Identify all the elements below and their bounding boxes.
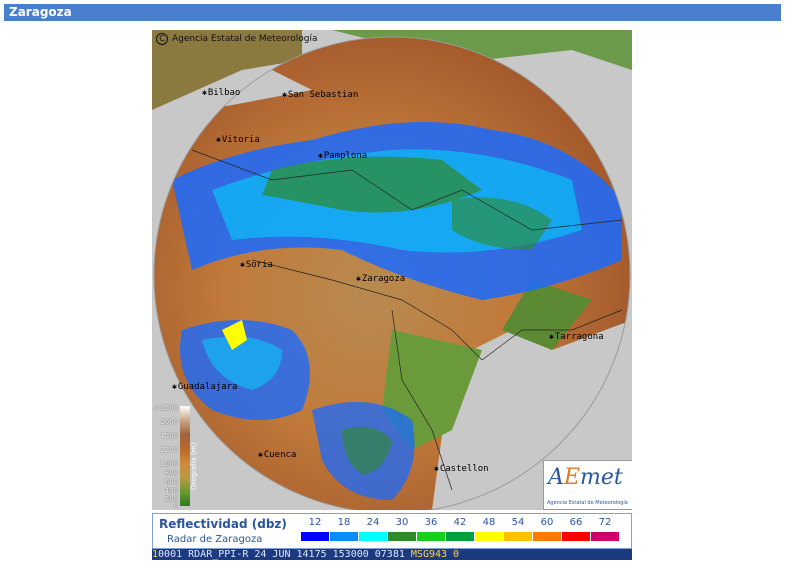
legend-bin-value: 24 [366,517,380,528]
legend-bin-swatch [591,532,619,541]
legend-bin: 42 [446,517,474,541]
orography-level: 400 [164,487,178,495]
legend-bin-value: 48 [482,517,496,528]
legend-bin: 18 [330,517,358,541]
page-title-bar: Zaragoza [4,4,781,21]
status-text: 0001 RDAR_PPI-R 24 JUN 14175 153000 0738… [158,549,411,560]
legend-bin: 24 [359,517,387,541]
legend-bin-value: 36 [424,517,438,528]
legend-bin-value: 30 [395,517,409,528]
legend-bin: 48 [475,517,503,541]
legend-bin: 66 [562,517,590,541]
legend-bin-swatch [475,532,503,541]
city-label: Soria [240,260,273,270]
orography-level: 600 [164,478,178,486]
orography-level: >2500 [154,404,178,412]
reflectivity-legend: Reflectividad (dbz) Radar de Zaragoza 12… [152,513,632,549]
legend-bin-value: 60 [540,517,554,528]
city-label: Guadalajara [172,382,238,392]
legend-bin-value: 72 [598,517,612,528]
legend-bin-swatch [417,532,445,541]
legend-bin: 12 [301,517,329,541]
legend-bin-value: 12 [308,517,322,528]
legend-bin-swatch [388,532,416,541]
orography-level: 200 [164,495,178,503]
legend-bin-value: 18 [337,517,351,528]
legend-bin: 36 [417,517,445,541]
copyright-icon: C [156,33,168,45]
legend-bin-value: 54 [511,517,525,528]
page-title: Zaragoza [9,5,72,19]
legend-bin-value: 42 [453,517,467,528]
orography-title: Orografía (m) [190,442,198,490]
legend-subtitle: Radar de Zaragoza [167,534,263,545]
radar-map: C Agencia Estatal de Meteorología Vitoria… [152,30,632,510]
orography-level: 800 [164,469,178,477]
legend-bin-swatch [301,532,329,541]
aemet-logo: AEmet Agencia Estatal de Meteorología [543,460,632,510]
city-label: Vitoria [216,135,260,145]
orography-scale: >2500 2000 1500 1250 1000 800 600 400 20… [154,404,198,510]
legend-bin-value: 66 [569,517,583,528]
legend-bin: 72 [591,517,619,541]
legend-bin: 54 [504,517,532,541]
legend-bin: 60 [533,517,561,541]
legend-bin-swatch [330,532,358,541]
status-tail: MSG943 0 [410,549,460,560]
city-label: Zaragoza [356,274,405,284]
city-label: Castellon [434,464,489,474]
orography-level: 2000 [160,418,178,426]
city-label: Cuenca [258,450,297,460]
legend-bin-swatch [504,532,532,541]
city-label: Bilbao [202,88,241,98]
orography-level: 1500 [160,432,178,440]
copyright-notice: C Agencia Estatal de Meteorología [156,33,318,45]
legend-bin-swatch [446,532,474,541]
status-prefix: 1 [152,549,159,560]
aemet-logo-subtitle: Agencia Estatal de Meteorología [547,500,628,506]
orography-level: 1000 [160,460,178,468]
legend-bin-swatch [562,532,590,541]
copyright-text: Agencia Estatal de Meteorología [172,34,318,44]
legend-title: Reflectividad (dbz) [159,517,287,531]
orography-color-bar [180,406,190,506]
orography-level: 0 [173,502,178,510]
city-label: San Sebastian [282,90,358,100]
legend-bin: 30 [388,517,416,541]
city-label: Pamplona [318,151,367,161]
aemet-logo-mark: AEmet [548,465,623,490]
orography-level: 1250 [160,446,178,454]
city-label: Tarragona [549,332,604,342]
legend-bin-swatch [359,532,387,541]
radar-image [152,30,632,510]
status-line: 10001 RDAR_PPI-R 24 JUN 14175 153000 073… [152,549,632,560]
legend-bin-swatch [533,532,561,541]
